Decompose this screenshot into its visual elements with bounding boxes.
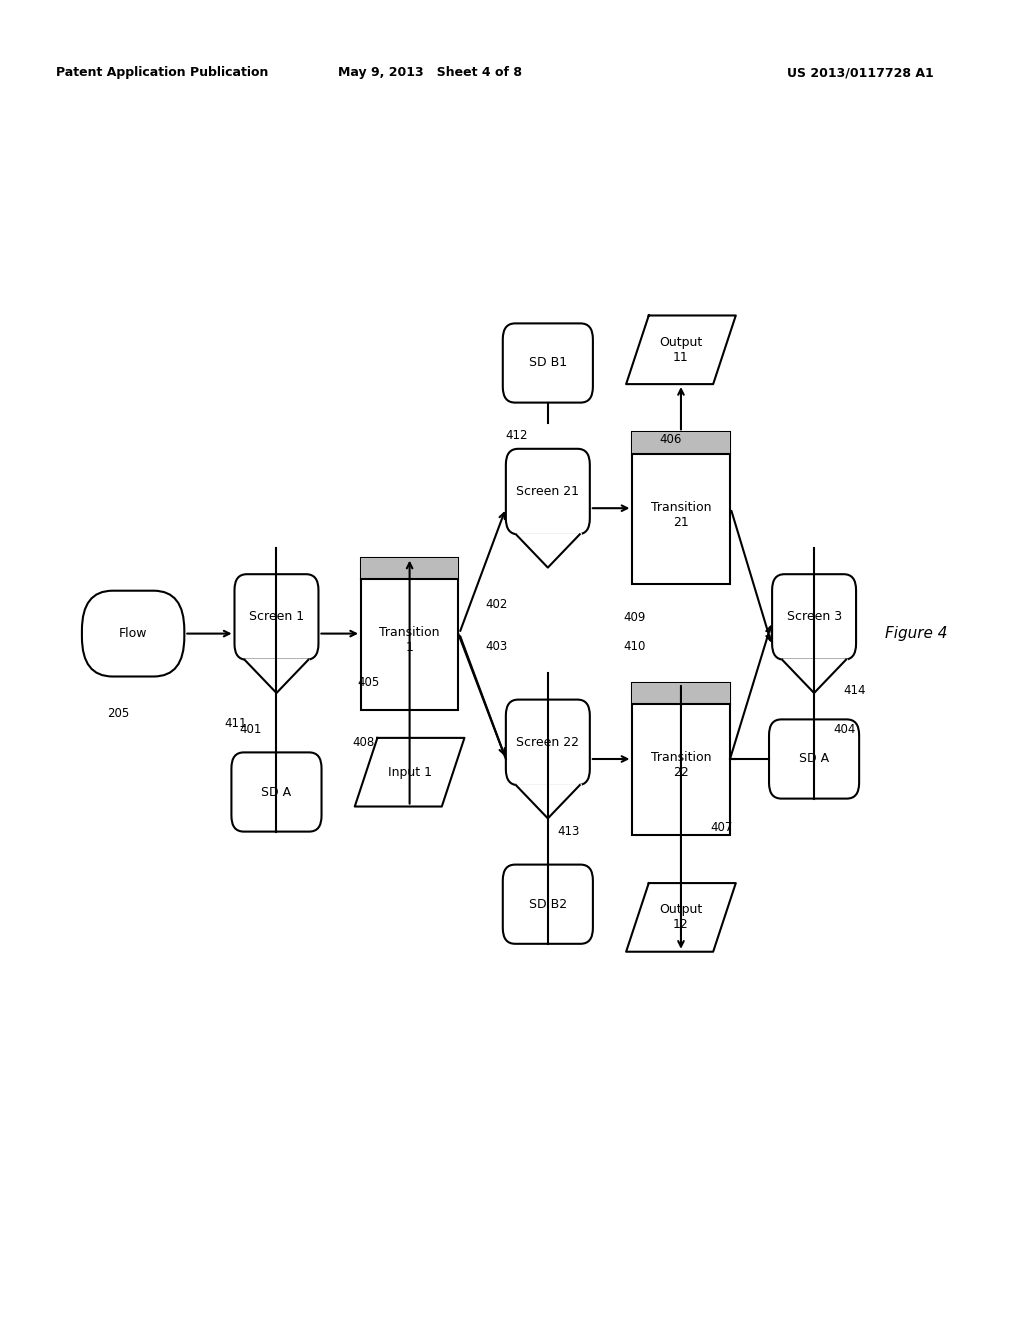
Text: 411: 411	[224, 717, 247, 730]
Text: May 9, 2013   Sheet 4 of 8: May 9, 2013 Sheet 4 of 8	[338, 66, 522, 79]
FancyBboxPatch shape	[769, 719, 859, 799]
Text: Output
11: Output 11	[659, 335, 702, 364]
Text: 406: 406	[659, 433, 682, 446]
Text: 410: 410	[624, 640, 646, 652]
Polygon shape	[782, 660, 846, 693]
FancyBboxPatch shape	[231, 752, 322, 832]
Text: Transition
21: Transition 21	[650, 500, 712, 528]
Text: Input 1: Input 1	[388, 766, 431, 779]
FancyBboxPatch shape	[772, 574, 856, 660]
Bar	[361, 557, 459, 579]
Polygon shape	[245, 660, 308, 693]
Text: 405: 405	[357, 676, 380, 689]
Text: Output
12: Output 12	[659, 903, 702, 932]
Polygon shape	[626, 883, 736, 952]
Polygon shape	[516, 785, 580, 818]
FancyBboxPatch shape	[506, 700, 590, 785]
Text: 409: 409	[624, 611, 646, 623]
FancyBboxPatch shape	[506, 449, 590, 535]
Text: US 2013/0117728 A1: US 2013/0117728 A1	[786, 66, 934, 79]
Polygon shape	[354, 738, 465, 807]
Text: Figure 4: Figure 4	[885, 626, 948, 642]
Bar	[633, 433, 729, 454]
Text: 413: 413	[557, 825, 580, 838]
Text: 205: 205	[106, 708, 129, 719]
Text: Transition
1: Transition 1	[379, 626, 440, 653]
Text: Screen 21: Screen 21	[516, 484, 580, 498]
Text: 408: 408	[352, 737, 375, 748]
Text: 412: 412	[506, 429, 528, 442]
Text: Transition
22: Transition 22	[650, 751, 712, 779]
Bar	[361, 557, 459, 710]
Text: Screen 22: Screen 22	[516, 735, 580, 748]
FancyBboxPatch shape	[82, 591, 184, 676]
Bar	[633, 684, 729, 705]
Text: SD B1: SD B1	[528, 356, 567, 370]
Bar	[633, 433, 729, 583]
Text: Screen 3: Screen 3	[786, 610, 842, 623]
Text: Flow: Flow	[119, 627, 147, 640]
Polygon shape	[626, 315, 736, 384]
FancyBboxPatch shape	[503, 323, 593, 403]
FancyBboxPatch shape	[503, 865, 593, 944]
Text: 404: 404	[834, 723, 856, 737]
Text: 401: 401	[240, 723, 262, 737]
Bar	[633, 684, 729, 836]
Text: 402: 402	[485, 598, 508, 611]
FancyBboxPatch shape	[234, 574, 318, 660]
Text: SD B2: SD B2	[528, 898, 567, 911]
Text: 407: 407	[711, 821, 733, 834]
Polygon shape	[516, 535, 580, 568]
Text: Screen 1: Screen 1	[249, 610, 304, 623]
Text: SD A: SD A	[261, 785, 292, 799]
Text: Patent Application Publication: Patent Application Publication	[56, 66, 268, 79]
Text: 414: 414	[844, 684, 866, 697]
Text: SD A: SD A	[799, 752, 829, 766]
Text: 403: 403	[485, 640, 508, 653]
